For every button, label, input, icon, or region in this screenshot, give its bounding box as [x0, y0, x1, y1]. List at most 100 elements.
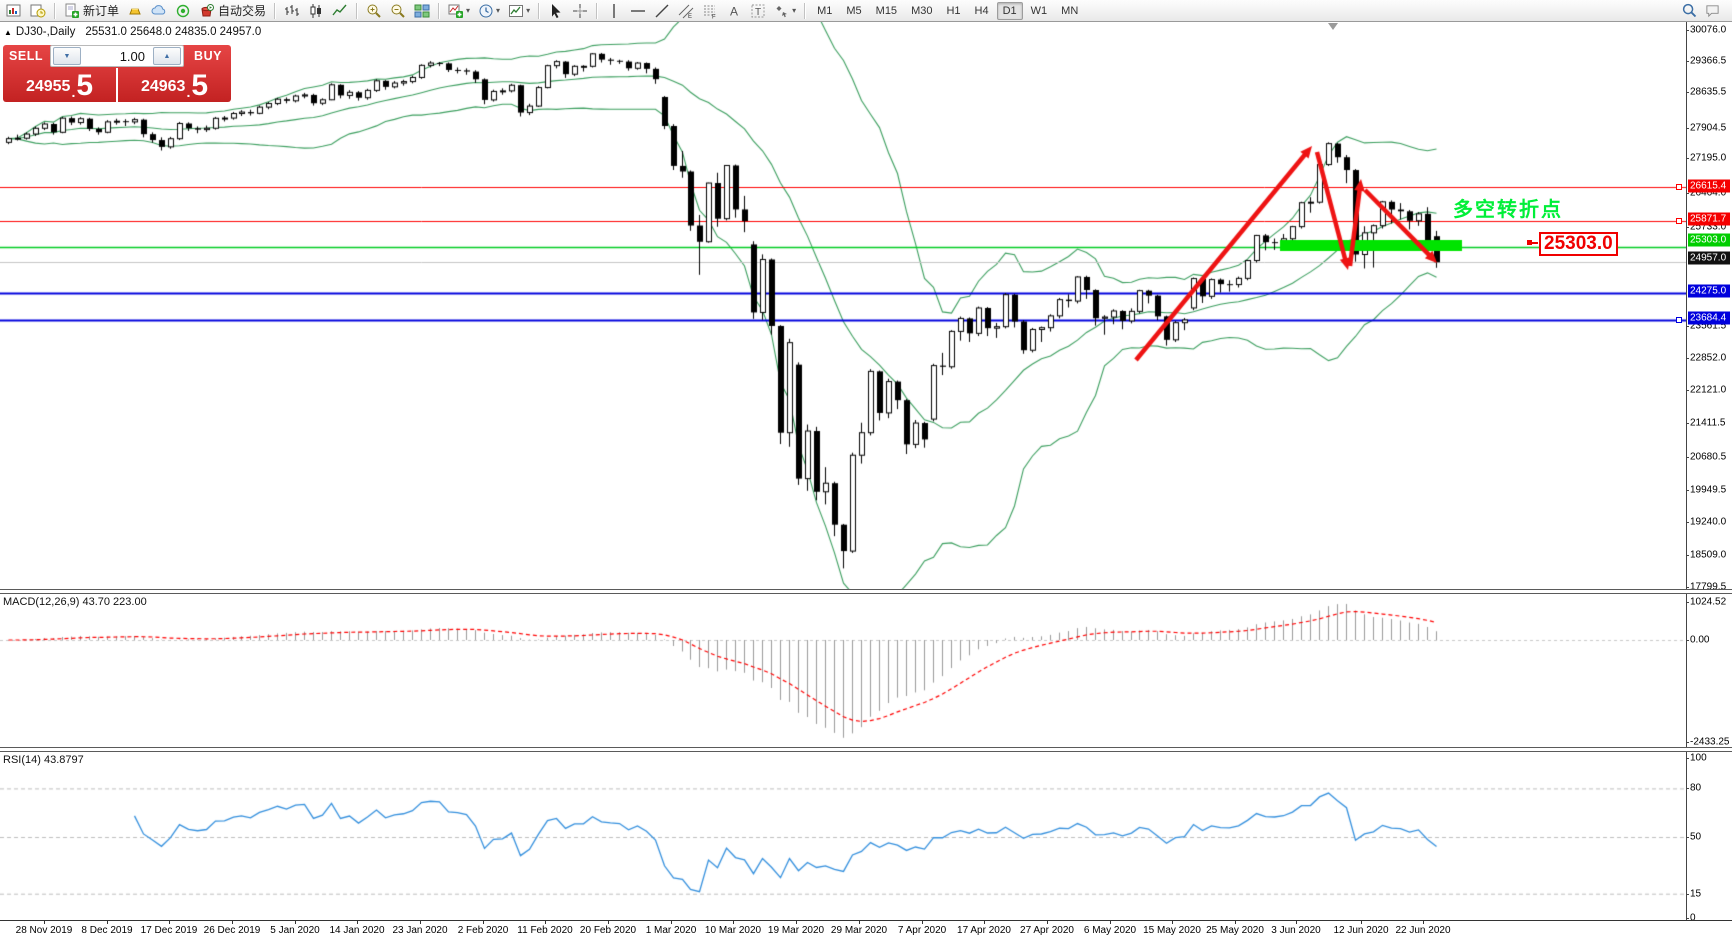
- horizontal-line-icon[interactable]: [627, 0, 649, 22]
- timeframe-w1[interactable]: W1: [1030, 4, 1048, 17]
- timeframe-h4[interactable]: H4: [974, 4, 989, 17]
- date-tick-mark: [1110, 921, 1111, 924]
- line-chart-icon[interactable]: [329, 0, 351, 22]
- gold-symbol-icon[interactable]: [124, 0, 146, 22]
- toolbar-right: [1678, 0, 1730, 22]
- price-axis-tick: -2433.25: [1690, 736, 1730, 748]
- community-icon[interactable]: [148, 0, 170, 22]
- timeframe-d1[interactable]: D1: [996, 1, 1023, 20]
- text-icon[interactable]: A: [723, 0, 745, 22]
- chat-icon[interactable]: [1702, 0, 1723, 22]
- buy-price[interactable]: 24963 . 5: [118, 68, 231, 102]
- date-axis[interactable]: 28 Nov 2019 8 Dec 2019 17 Dec 2019 26 Dec 2…: [0, 921, 1686, 939]
- panel-separator[interactable]: [0, 589, 1732, 594]
- vertical-line-icon[interactable]: [603, 0, 625, 22]
- line-end-square[interactable]: [1676, 317, 1682, 323]
- candlestick-chart-icon[interactable]: [305, 0, 327, 22]
- toolbar-group: 新订单 自动交易: [60, 0, 270, 22]
- axis-tick-mark: [1686, 61, 1689, 62]
- cursor-icon[interactable]: [545, 0, 567, 22]
- new-chart-icon[interactable]: [3, 0, 25, 22]
- toolbar-separator: [804, 2, 807, 19]
- date-axis-label: 25 May 2020: [1206, 925, 1264, 936]
- zoom-in-icon[interactable]: [363, 0, 385, 22]
- timeframe-m15[interactable]: M15: [875, 4, 898, 17]
- svg-text:T: T: [755, 7, 761, 18]
- chart-title: ▲ DJ30-,Daily 25531.0 25648.0 24835.0 24…: [4, 26, 261, 38]
- date-axis-label: 7 Apr 2020: [897, 925, 947, 936]
- rsi-panel-canvas[interactable]: [0, 750, 1686, 920]
- panel-separator[interactable]: [0, 747, 1732, 752]
- timeframe-m5[interactable]: M5: [846, 4, 862, 17]
- price-axis-tick: 0: [1690, 912, 1696, 924]
- trendline-icon[interactable]: [651, 0, 673, 22]
- date-axis-label: 10 Mar 2020: [704, 925, 762, 936]
- timeframe-mn[interactable]: MN: [1061, 4, 1079, 17]
- date-tick-mark: [545, 921, 546, 924]
- buy-price-dot: .: [186, 84, 191, 100]
- svg-text:F: F: [712, 14, 716, 19]
- price-axis-tick: 28635.5: [1690, 86, 1727, 98]
- price-axis[interactable]: 30076.0 29366.5 28635.5 27904.5 27195.0 26464…: [1686, 22, 1732, 924]
- tile-windows-icon[interactable]: [411, 0, 433, 22]
- date-axis-label: 3 Jun 2020: [1271, 925, 1321, 936]
- date-tick-mark: [232, 921, 233, 924]
- date-axis-label: 22 Jun 2020: [1395, 925, 1451, 936]
- volume-increase-button[interactable]: ▲: [153, 47, 181, 65]
- new-order-button[interactable]: 新订单: [61, 0, 122, 22]
- date-tick-mark: [44, 921, 45, 924]
- volume-input[interactable]: 1.00: [119, 48, 145, 64]
- line-end-square[interactable]: [1676, 218, 1682, 224]
- price-level-badge: 25871.7: [1688, 212, 1730, 226]
- toolbar-separator: [54, 2, 56, 19]
- fibonacci-icon[interactable]: F: [699, 0, 721, 22]
- profiles-icon[interactable]: [27, 0, 49, 22]
- price-axis-tick: 0.00: [1690, 634, 1710, 646]
- timeframe-m30[interactable]: M30: [911, 4, 933, 17]
- templates-icon[interactable]: ▾: [505, 0, 533, 22]
- indicators-icon[interactable]: ▾: [445, 0, 473, 22]
- date-axis-label: 11 Feb 2020: [517, 925, 573, 936]
- price-axis-tick: 29366.5: [1690, 55, 1727, 67]
- chart-shift-marker-icon[interactable]: [1328, 23, 1338, 30]
- timeframe-m1[interactable]: M1: [817, 4, 833, 17]
- equidistant-channel-icon[interactable]: E: [675, 0, 697, 22]
- bar-chart-icon[interactable]: [281, 0, 303, 22]
- zoom-out-icon[interactable]: [387, 0, 409, 22]
- macd-panel-canvas[interactable]: [0, 592, 1686, 750]
- buy-button[interactable]: BUY: [194, 49, 222, 63]
- axis-tick-mark: [1686, 128, 1689, 129]
- timeframe-h1[interactable]: H1: [946, 4, 961, 17]
- toolbar-group: ▾ ▾ ▾: [444, 0, 534, 22]
- signals-icon[interactable]: [172, 0, 194, 22]
- date-tick-mark: [922, 921, 923, 924]
- search-icon[interactable]: [1679, 0, 1700, 22]
- sell-price[interactable]: 24955 . 5: [3, 68, 116, 102]
- sell-button[interactable]: SELL: [9, 49, 43, 63]
- annotation-price-label: 25303.0: [1539, 232, 1618, 256]
- toolbar-separator: [356, 2, 359, 19]
- line-end-square[interactable]: [1676, 184, 1682, 190]
- chart-ohlc-values: 25531.0 25648.0 24835.0 24957.0: [85, 26, 262, 38]
- date-tick-mark: [608, 921, 609, 924]
- volume-decrease-button[interactable]: ▼: [53, 47, 81, 65]
- price-axis-tick: 22852.0: [1690, 352, 1727, 364]
- periods-icon[interactable]: ▾: [475, 0, 503, 22]
- date-tick-mark: [733, 921, 734, 924]
- crosshair-icon[interactable]: [569, 0, 591, 22]
- text-label-icon[interactable]: T: [747, 0, 769, 22]
- date-axis-label: 1 Mar 2020: [645, 925, 697, 936]
- axis-tick-mark: [1686, 158, 1689, 159]
- arrows-icon[interactable]: ▾: [771, 0, 799, 22]
- date-tick-mark: [671, 921, 672, 924]
- autotrading-button[interactable]: 自动交易: [196, 0, 269, 22]
- main-chart-canvas[interactable]: [0, 22, 1686, 592]
- axis-tick-mark: [1686, 490, 1689, 491]
- date-axis-label: 12 Jun 2020: [1333, 925, 1389, 936]
- axis-tick-mark: [1686, 587, 1689, 588]
- chart-symbol-period: DJ30-,Daily: [15, 26, 76, 38]
- price-axis-tick: 1024.52: [1690, 596, 1727, 608]
- price-axis-tick: 27195.0: [1690, 152, 1727, 164]
- axis-tick-mark: [1686, 326, 1689, 327]
- price-divider: [116, 68, 118, 102]
